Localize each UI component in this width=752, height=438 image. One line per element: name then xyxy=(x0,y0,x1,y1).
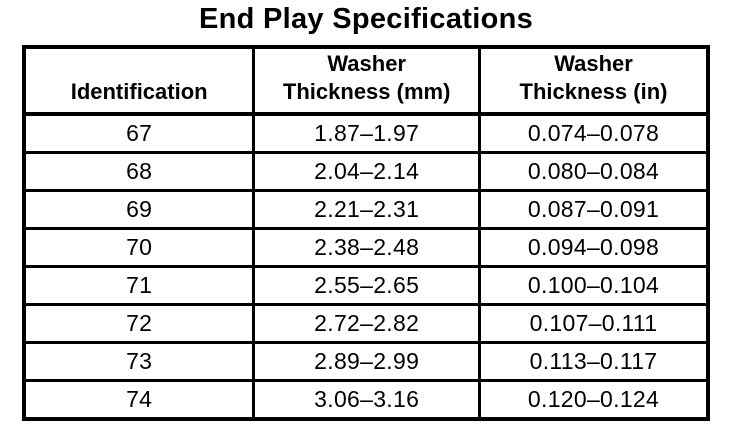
identification-cell: 70 xyxy=(22,227,256,268)
thickness-in-cell: 0.094–0.098 xyxy=(478,227,710,268)
thickness-mm-cell: 3.06–3.16 xyxy=(252,379,482,421)
column-header-label-line2: Thickness (mm) xyxy=(282,78,451,104)
thickness-mm-cell: 2.55–2.65 xyxy=(252,265,482,306)
thickness-in-cell: 0.074–0.078 xyxy=(478,112,710,154)
thickness-in-cell: 0.080–0.084 xyxy=(478,151,710,192)
table-row: 72 2.72–2.82 0.107–0.111 xyxy=(22,303,710,344)
identification-cell: 73 xyxy=(22,341,256,382)
table-row: 73 2.89–2.99 0.113–0.117 xyxy=(22,341,710,382)
column-header-identification: Identification xyxy=(22,45,256,116)
thickness-mm-cell: 2.21–2.31 xyxy=(252,189,482,230)
table-row: 70 2.38–2.48 0.094–0.098 xyxy=(22,227,710,268)
identification-cell: 72 xyxy=(22,303,256,344)
thickness-in-cell: 0.100–0.104 xyxy=(478,265,710,306)
thickness-in-cell: 0.113–0.117 xyxy=(478,341,710,382)
end-play-spec-table: Identification Washer Thickness (mm) Was… xyxy=(22,45,710,421)
thickness-in-cell: 0.107–0.111 xyxy=(478,303,710,344)
column-header-label-line2: Thickness (in) xyxy=(519,78,668,104)
identification-cell: 71 xyxy=(22,265,256,306)
table-row: 67 1.87–1.97 0.074–0.078 xyxy=(22,112,710,154)
column-header-washer-thickness-mm: Washer Thickness (mm) xyxy=(252,45,482,116)
column-header-label-line1: Washer xyxy=(554,51,633,76)
identification-cell: 74 xyxy=(22,379,256,421)
table-header-row: Identification Washer Thickness (mm) Was… xyxy=(22,45,710,116)
table-row: 69 2.21–2.31 0.087–0.091 xyxy=(22,189,710,230)
page-title: End Play Specifications xyxy=(198,3,534,35)
thickness-in-cell: 0.120–0.124 xyxy=(478,379,710,421)
thickness-mm-cell: 1.87–1.97 xyxy=(252,112,482,154)
thickness-mm-cell: 2.72–2.82 xyxy=(252,303,482,344)
identification-cell: 67 xyxy=(22,112,256,154)
identification-cell: 68 xyxy=(22,151,256,192)
column-header-label: Identification xyxy=(70,78,208,104)
column-header-washer-thickness-in: Washer Thickness (in) xyxy=(478,45,710,116)
thickness-mm-cell: 2.89–2.99 xyxy=(252,341,482,382)
thickness-mm-cell: 2.38–2.48 xyxy=(252,227,482,268)
column-header-label-line1: Washer xyxy=(327,51,406,76)
table-row: 68 2.04–2.14 0.080–0.084 xyxy=(22,151,710,192)
identification-cell: 69 xyxy=(22,189,256,230)
table-row: 74 3.06–3.16 0.120–0.124 xyxy=(22,379,710,421)
thickness-in-cell: 0.087–0.091 xyxy=(478,189,710,230)
table-row: 71 2.55–2.65 0.100–0.104 xyxy=(22,265,710,306)
thickness-mm-cell: 2.04–2.14 xyxy=(252,151,482,192)
